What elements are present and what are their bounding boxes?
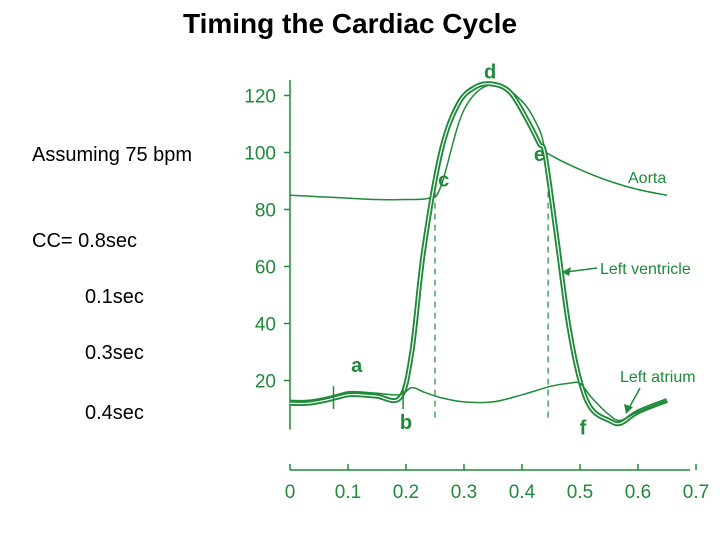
cycle-duration-note: CC= 0.8sec	[32, 230, 138, 252]
y-tick-label: 20	[255, 372, 276, 393]
y-tick-label: 60	[255, 258, 276, 279]
point-annotation-c: c	[438, 170, 449, 192]
x-tick-label: 0.4	[509, 482, 536, 503]
point-annotation-d: d	[484, 61, 496, 83]
x-tick-label: 0.7	[683, 482, 709, 503]
series-label-left-atrium: Left atrium	[620, 369, 696, 386]
left-ventricle-arrowhead	[562, 267, 571, 276]
left-atrium-line	[289, 381, 668, 422]
y-tick-label: 40	[255, 315, 276, 336]
y-tick-label: 80	[255, 201, 276, 222]
series-label-left-ventricle: Left ventricle	[600, 261, 691, 278]
x-tick-label: 0.2	[393, 482, 419, 503]
point-annotation-b: b	[400, 412, 412, 434]
x-tick-label: 0.6	[625, 482, 651, 503]
left-atrium-arrowhead	[624, 404, 633, 414]
duration-note-3: 0.4sec	[85, 402, 144, 424]
point-annotation-a: a	[351, 355, 363, 377]
x-tick-label: 0.5	[567, 482, 593, 503]
aorta-line	[289, 83, 668, 201]
x-tick-label: 0	[285, 482, 296, 503]
slide-title: Timing the Cardiac Cycle	[182, 8, 518, 39]
point-annotation-e: e	[534, 144, 545, 166]
y-tick-label: 120	[244, 87, 276, 108]
left-ventricle-line-inner	[289, 83, 668, 425]
y-tick-label: 100	[244, 144, 276, 165]
duration-note-2: 0.3sec	[85, 342, 144, 364]
left-ventricle-arrow	[565, 267, 598, 273]
left-ventricle-line	[289, 81, 668, 427]
bpm-note: Assuming 75 bpm	[32, 144, 193, 166]
x-tick-label: 0.3	[451, 482, 477, 503]
x-tick-label: 0.1	[335, 482, 361, 503]
point-annotation-f: f	[580, 418, 587, 440]
duration-note-1: 0.1sec	[85, 286, 144, 308]
series-label-aorta: Aorta	[628, 170, 666, 187]
